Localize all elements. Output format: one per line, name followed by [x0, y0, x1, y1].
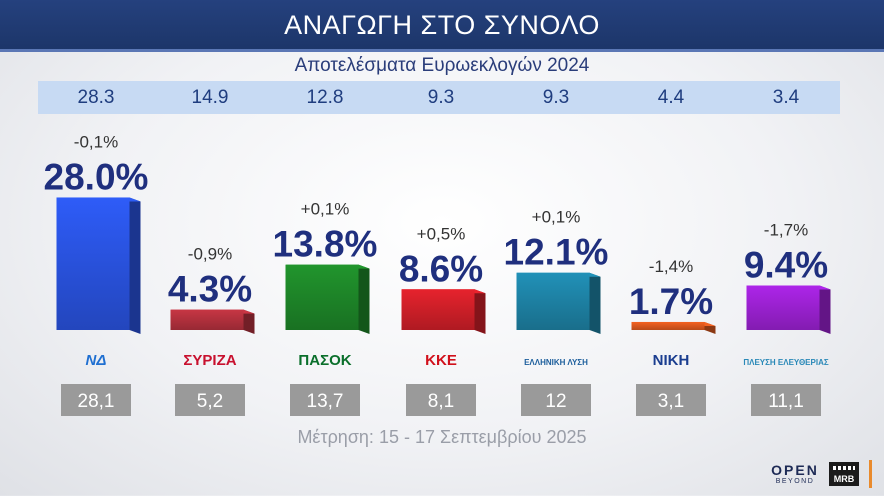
party-logo-2: ΠΑΣΟΚ	[298, 352, 351, 369]
party-logo-3: ΚΚΕ	[425, 352, 457, 369]
bar-side	[474, 289, 486, 334]
euro-2024-result: 3.4	[772, 87, 800, 108]
euro-results-strip	[38, 81, 840, 114]
value-label: 13.8%	[273, 224, 378, 265]
euro-2024-result: 9.3	[542, 87, 570, 108]
previous-poll-value: 28,1	[78, 391, 115, 412]
euro-2024-result: 4.4	[657, 87, 685, 108]
bar-side	[819, 285, 831, 334]
bar	[285, 264, 359, 330]
party-logo-0: ΝΔ	[86, 352, 107, 369]
mrb-logo: MRB	[829, 462, 859, 486]
bar	[746, 285, 820, 330]
euro-2024-result: 14.9	[191, 87, 229, 108]
bar	[631, 321, 705, 330]
value-label: 28.0%	[44, 156, 149, 197]
page-title: ΑΝΑΓΩΓΗ ΣΤΟ ΣΥΝΟΛΟ	[0, 0, 884, 52]
previous-poll-value: 12	[545, 391, 566, 412]
bar-side	[243, 309, 255, 334]
bar-side	[358, 264, 370, 334]
change-label: -1,7%	[764, 221, 808, 240]
logo-accent-line	[869, 460, 872, 488]
bar-side	[129, 197, 141, 334]
bar	[516, 272, 590, 330]
euro-2024-result: 12.8	[306, 87, 344, 108]
previous-poll-box	[751, 384, 821, 416]
change-label: +0,5%	[417, 224, 466, 243]
header-rule	[0, 49, 884, 52]
party-logo-5: ΝΙΚΗ	[653, 352, 690, 369]
previous-poll-box	[290, 384, 360, 416]
previous-poll-value: 3,1	[658, 391, 684, 412]
previous-poll-value: 11,1	[768, 391, 804, 412]
euro-elections-subtitle: Αποτελέσματα Ευρωεκλογών 2024	[294, 55, 590, 76]
bar-side	[589, 272, 601, 334]
bar	[401, 289, 475, 330]
value-label: 8.6%	[399, 248, 483, 289]
change-label: +0,1%	[532, 208, 581, 227]
party-logo-1: ΣΥΡΙΖΑ	[183, 352, 236, 369]
previous-poll-box	[521, 384, 591, 416]
previous-poll-box	[61, 384, 131, 416]
change-label: -0,1%	[74, 132, 118, 151]
previous-poll-value: 13,7	[307, 391, 344, 412]
open-logo: OPEN	[771, 462, 819, 478]
open-logo-subtitle: BEYOND	[775, 478, 815, 485]
value-label: 1.7%	[629, 281, 713, 322]
previous-poll-value: 8,1	[428, 391, 454, 412]
bar	[56, 197, 130, 330]
euro-2024-result: 9.3	[427, 87, 455, 108]
party-logo-4: ΕΛΛΗΝΙΚΗ ΛΥΣΗ	[524, 358, 588, 367]
previous-poll-box	[406, 384, 476, 416]
value-label: 9.4%	[744, 245, 828, 286]
value-label: 12.1%	[504, 232, 609, 273]
euro-2024-result: 28.3	[77, 87, 115, 108]
previous-poll-value: 5,2	[197, 391, 223, 412]
change-label: -1,4%	[649, 257, 693, 276]
value-label: 4.3%	[168, 269, 252, 310]
change-label: +0,1%	[301, 200, 350, 219]
previous-poll-box	[636, 384, 706, 416]
party-logo-6: ΠΛΕΥΣΗ ΕΛΕΥΘΕΡΙΑΣ	[743, 358, 829, 367]
measurement-date-note: Μέτρηση: 15 - 17 Σεπτεμβρίου 2025	[297, 427, 587, 447]
previous-poll-box	[175, 384, 245, 416]
change-label: -0,9%	[188, 245, 232, 264]
bar	[170, 309, 244, 330]
